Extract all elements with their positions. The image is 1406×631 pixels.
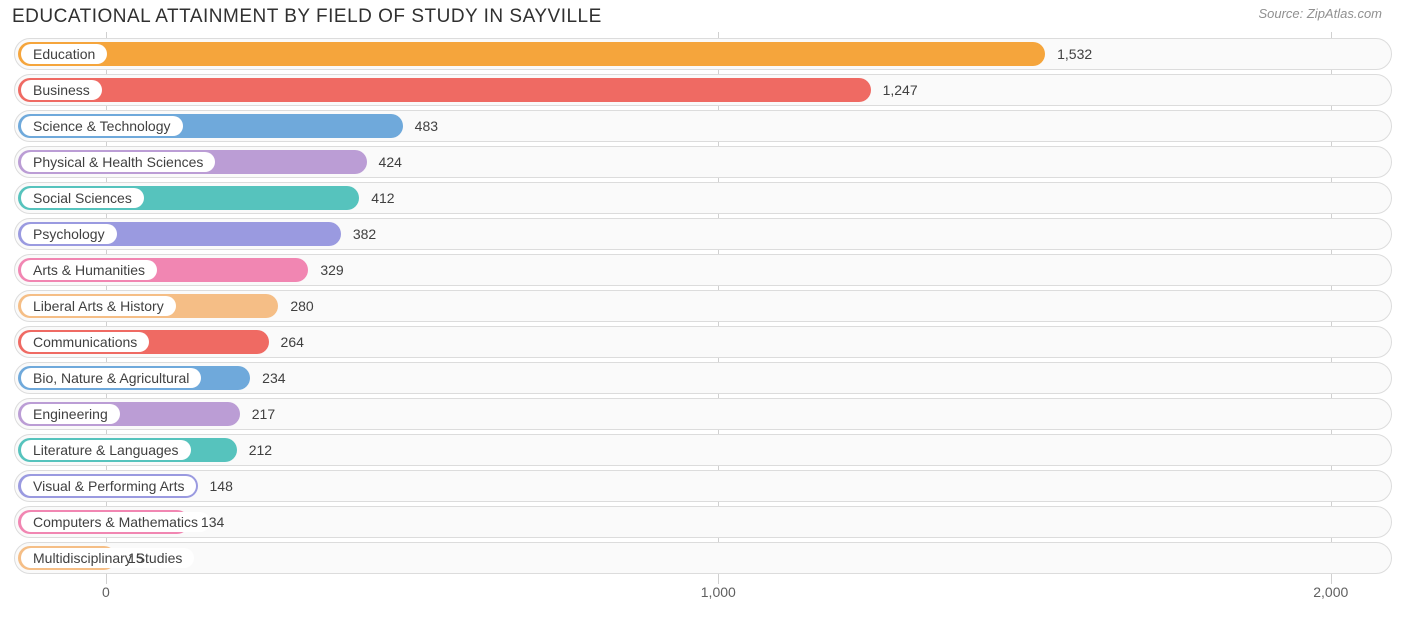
bar-value: 382	[343, 219, 376, 249]
bar-label: Engineering	[21, 404, 120, 424]
bar-row: Science & Technology 483	[14, 110, 1392, 142]
bar-value: 148	[200, 471, 233, 501]
bar-row: Communications 264	[14, 326, 1392, 358]
bar-row: Bio, Nature & Agricultural 234	[14, 362, 1392, 394]
bar-label: Education	[21, 44, 107, 64]
bars-container: Education 1,532 Business 1,247 Science & Tec…	[14, 32, 1392, 574]
bar-value: 1,247	[873, 75, 918, 105]
bar-row: Liberal Arts & History 280	[14, 290, 1392, 322]
x-axis-tick: 0	[102, 584, 110, 600]
bar-value: 134	[191, 507, 224, 537]
bar-row: Education 1,532	[14, 38, 1392, 70]
bar-value: 264	[271, 327, 304, 357]
bar-row: Engineering 217	[14, 398, 1392, 430]
bar-row: Business 1,247	[14, 74, 1392, 106]
bar-value: 234	[252, 363, 285, 393]
bar-label: Physical & Health Sciences	[21, 152, 215, 172]
bar-label: Social Sciences	[21, 188, 144, 208]
bar-label: Psychology	[21, 224, 117, 244]
chart-title: EDUCATIONAL ATTAINMENT BY FIELD OF STUDY…	[12, 6, 602, 28]
bar-value: 217	[242, 399, 275, 429]
bar-label: Literature & Languages	[21, 440, 191, 460]
bar-label: Science & Technology	[21, 116, 183, 136]
chart-area: Education 1,532 Business 1,247 Science & Tec…	[0, 32, 1406, 610]
bar-row: Computers & Mathematics134	[14, 506, 1392, 538]
bar-label: Communications	[21, 332, 149, 352]
bar-label: Computers & Mathematics	[21, 512, 210, 532]
chart-source: Source: ZipAtlas.com	[1258, 6, 1382, 21]
bar-row: Arts & Humanities 329	[14, 254, 1392, 286]
bar-value: 329	[310, 255, 343, 285]
bar-value: 1,532	[1047, 39, 1092, 69]
x-axis-tick: 2,000	[1313, 584, 1348, 600]
bar-value: 483	[405, 111, 438, 141]
bar-value: 412	[361, 183, 394, 213]
bar-row: Literature & Languages 212	[14, 434, 1392, 466]
bar-value: 15	[118, 543, 144, 573]
bar-value: 280	[280, 291, 313, 321]
chart-header: EDUCATIONAL ATTAINMENT BY FIELD OF STUDY…	[0, 0, 1406, 32]
bar-row: Social Sciences 412	[14, 182, 1392, 214]
bar-label: Multidisciplinary Studies	[21, 548, 194, 568]
bar-value: 212	[239, 435, 272, 465]
bar-label: Business	[21, 80, 102, 100]
bar-label: Arts & Humanities	[21, 260, 157, 280]
bar-fill	[18, 78, 871, 102]
x-axis: 0 1,000 2,000	[14, 580, 1392, 610]
bar-row: Physical & Health Sciences 424	[14, 146, 1392, 178]
bar-row: Multidisciplinary Studies15	[14, 542, 1392, 574]
bar-label: Visual & Performing Arts	[21, 476, 196, 496]
bar-value: 424	[369, 147, 402, 177]
x-axis-tick: 1,000	[701, 584, 736, 600]
bar-row: Visual & Performing Arts148	[14, 470, 1392, 502]
bar-label: Liberal Arts & History	[21, 296, 176, 316]
bar-row: Psychology 382	[14, 218, 1392, 250]
bar-label: Bio, Nature & Agricultural	[21, 368, 201, 388]
bar-fill	[18, 42, 1045, 66]
